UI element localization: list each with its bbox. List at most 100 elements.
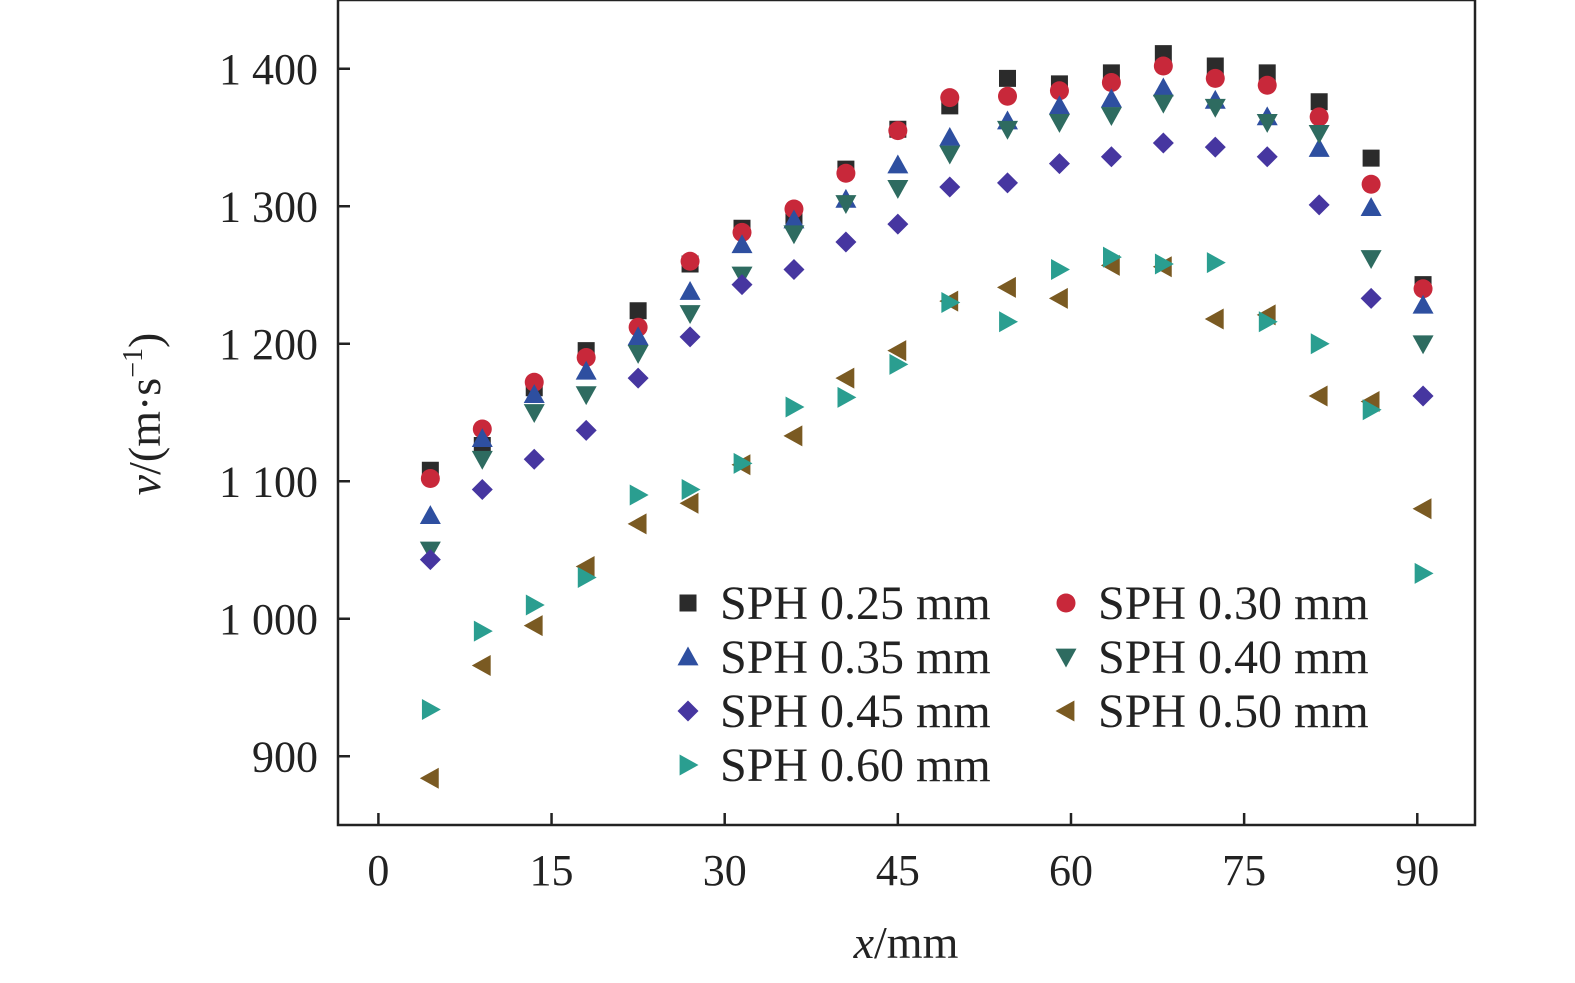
legend-item: SPH 0.30 mm [1056,577,1369,630]
data-point [1051,259,1070,280]
data-point [1048,287,1068,309]
x-tick-label: 60 [1049,846,1093,895]
series-4 [419,132,1434,571]
x-tick-label: 45 [876,846,920,895]
data-point [783,259,805,280]
series-6 [421,246,1434,720]
y-axis-unit-suffix: ) [119,333,170,348]
data-point [1310,93,1328,111]
legend-label: SPH 0.45 mm [720,685,991,738]
data-point [1100,88,1122,108]
data-point [997,172,1019,194]
data-point [887,154,909,174]
data-point [629,302,647,320]
series-0 [421,45,1432,479]
data-point [1152,132,1174,154]
x-tick-label: 30 [703,846,747,895]
data-point [1204,308,1224,330]
data-point [999,311,1019,333]
data-point [523,448,545,470]
data-point [471,479,493,500]
series-2 [419,77,1434,525]
data-point [1308,385,1328,407]
data-point [1360,197,1382,217]
y-axis-title: v/(m·s−1) [118,333,170,496]
legend-label: SPH 0.40 mm [1098,631,1369,684]
data-point [731,234,753,254]
legend-label: SPH 0.30 mm [1098,577,1369,630]
data-point [1257,75,1277,95]
legend-item: SPH 0.35 mm [677,631,991,684]
y-tick-label: 900 [252,732,318,781]
data-point [1048,95,1070,115]
data-point [941,292,961,313]
data-point [576,348,596,367]
data-point [1206,252,1226,274]
x-axis-ticks: 0 15 30 45 60 75 90 [367,813,1439,895]
data-point [473,620,493,642]
data-point [627,367,649,389]
data-point [999,69,1017,87]
x-axis-var: x [853,917,875,968]
legend-marker [1056,593,1076,613]
legend-label: SPH 0.60 mm [720,739,991,792]
y-axis-unit-sup: −1 [118,348,149,378]
data-point [887,179,909,199]
data-point [471,428,493,448]
data-point [1362,149,1380,167]
data-point [998,86,1018,106]
data-point [1101,73,1121,92]
data-point [731,274,753,296]
legend-marker [677,646,699,666]
data-point [524,372,544,392]
legend-marker [679,594,697,612]
data-point [523,384,545,404]
data-point [1308,194,1330,216]
data-point [1100,146,1122,168]
data-points-layer [419,45,1434,789]
data-point [523,615,543,637]
data-point [836,163,856,183]
data-point [1412,335,1434,355]
data-point [733,452,753,474]
data-point [783,425,803,447]
data-point [679,326,701,348]
data-point [1258,311,1278,333]
legend-item: SPH 0.40 mm [1055,631,1369,684]
y-tick-label: 1 200 [219,320,318,369]
data-point [575,556,595,577]
data-point [1412,498,1432,520]
data-point [1256,146,1278,168]
data-point [1362,399,1382,421]
data-point [627,344,649,364]
data-point [997,120,1019,140]
legend-marker [1055,700,1075,722]
legend-marker [1055,648,1077,668]
data-point [1361,174,1381,194]
data-point [1308,124,1330,144]
data-point [679,281,701,300]
data-point [1308,138,1330,157]
data-point [575,419,597,441]
data-point [523,404,545,423]
data-point [997,276,1016,298]
legend-label: SPH 0.35 mm [720,631,991,684]
data-point [421,699,441,720]
data-point [575,386,597,406]
data-point [785,396,805,418]
data-point [1049,81,1069,101]
data-point [939,145,961,165]
data-point [939,127,961,146]
data-point [783,225,805,245]
x-axis-title: x/mm [853,917,959,968]
data-point [627,326,649,346]
data-point [679,305,701,324]
data-point [940,88,960,108]
data-point [1310,333,1330,355]
data-point [420,469,440,488]
data-point [1153,56,1173,76]
legend-label: SPH 0.50 mm [1098,685,1369,738]
data-point [835,367,855,389]
legend-item: SPH 0.50 mm [1055,685,1369,738]
